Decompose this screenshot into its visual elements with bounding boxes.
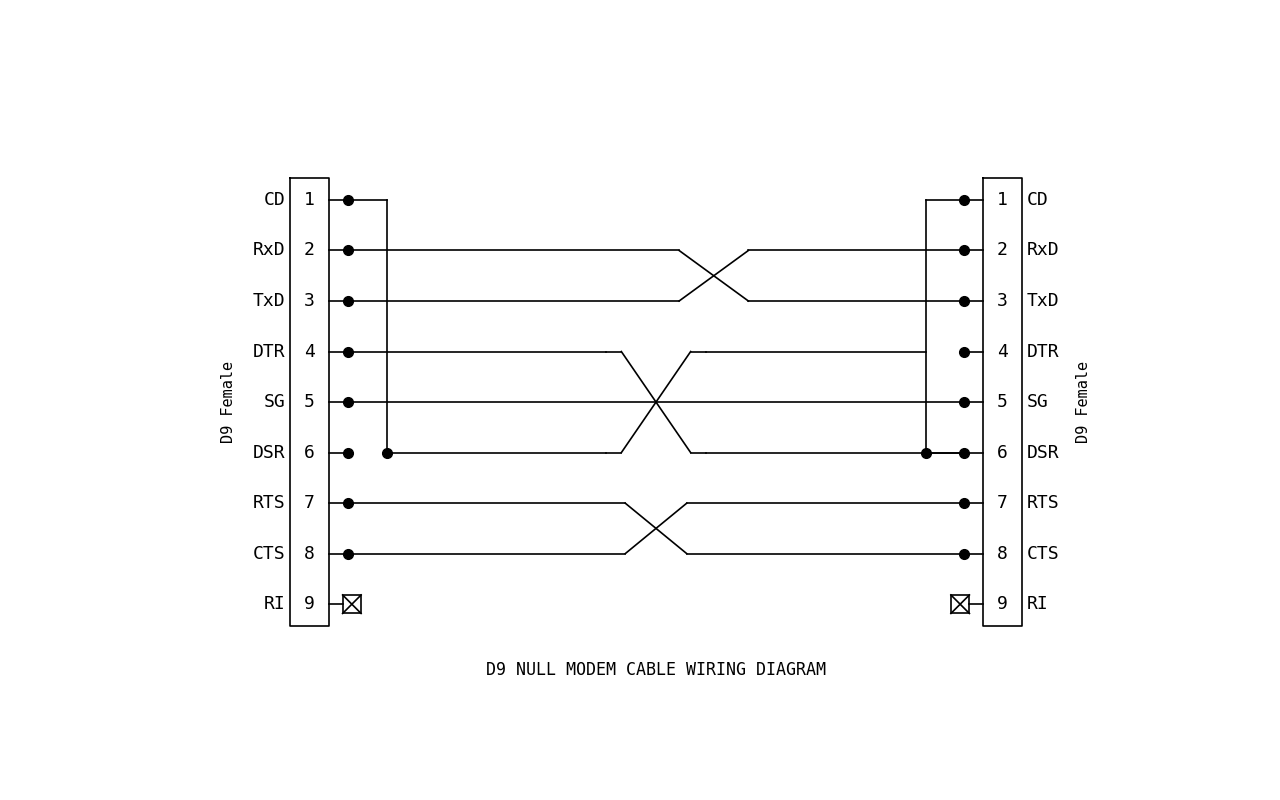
Text: RxD: RxD [1027, 242, 1059, 259]
Text: RTS: RTS [1027, 494, 1059, 512]
Text: TxD: TxD [1027, 292, 1059, 310]
Text: 3: 3 [997, 292, 1007, 310]
Text: RxD: RxD [253, 242, 285, 259]
Text: RI: RI [1027, 595, 1048, 613]
Text: 2: 2 [997, 242, 1007, 259]
Text: 2: 2 [305, 242, 315, 259]
Text: TxD: TxD [253, 292, 285, 310]
Text: DTR: DTR [1027, 342, 1059, 361]
Text: RI: RI [264, 595, 285, 613]
Bar [951, 595, 969, 614]
Text: 4: 4 [305, 342, 315, 361]
Text: SG: SG [1027, 393, 1048, 411]
Text: SG: SG [264, 393, 285, 411]
Text: 9: 9 [305, 595, 315, 613]
Text: D9 Female: D9 Female [221, 361, 236, 443]
Text: RTS: RTS [253, 494, 285, 512]
Bar [343, 595, 361, 614]
Text: CTS: CTS [253, 545, 285, 562]
Text: 7: 7 [997, 494, 1007, 512]
Text: DTR: DTR [253, 342, 285, 361]
Text: DSR: DSR [1027, 444, 1059, 462]
Text: 8: 8 [305, 545, 315, 562]
Text: CD: CD [1027, 191, 1048, 209]
Text: CTS: CTS [1027, 545, 1059, 562]
Text: 6: 6 [997, 444, 1007, 462]
Text: DSR: DSR [253, 444, 285, 462]
Text: 1: 1 [305, 191, 315, 209]
Text: 9: 9 [997, 595, 1007, 613]
Text: 5: 5 [305, 393, 315, 411]
Text: 6: 6 [305, 444, 315, 462]
Text: 8: 8 [997, 545, 1007, 562]
Text: 5: 5 [997, 393, 1007, 411]
Text: 1: 1 [997, 191, 1007, 209]
Text: D9 NULL MODEM CABLE WIRING DIAGRAM: D9 NULL MODEM CABLE WIRING DIAGRAM [486, 661, 826, 678]
Text: D9 Female: D9 Female [1076, 361, 1091, 443]
Text: 4: 4 [997, 342, 1007, 361]
Text: 3: 3 [305, 292, 315, 310]
Text: CD: CD [264, 191, 285, 209]
Text: 7: 7 [305, 494, 315, 512]
